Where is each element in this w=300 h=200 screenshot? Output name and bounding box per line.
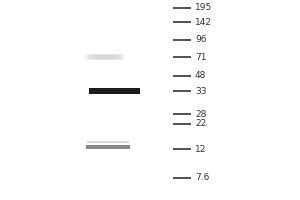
Bar bbox=[88, 88, 140, 94]
Text: 195: 195 bbox=[195, 3, 212, 12]
Text: 22: 22 bbox=[195, 119, 206, 128]
Text: 7.6: 7.6 bbox=[195, 173, 209, 182]
Text: 142: 142 bbox=[195, 18, 212, 27]
Text: 33: 33 bbox=[195, 86, 206, 96]
Bar bbox=[88, 54, 122, 60]
Bar bbox=[95, 55, 115, 59]
Bar bbox=[86, 145, 130, 149]
Bar bbox=[92, 55, 118, 59]
Bar bbox=[87, 141, 129, 143]
Text: 48: 48 bbox=[195, 72, 206, 80]
Text: 28: 28 bbox=[195, 110, 206, 119]
Text: 71: 71 bbox=[195, 52, 206, 62]
Text: 96: 96 bbox=[195, 36, 206, 45]
Text: 12: 12 bbox=[195, 144, 206, 154]
Bar bbox=[85, 54, 124, 60]
Bar bbox=[90, 55, 120, 59]
